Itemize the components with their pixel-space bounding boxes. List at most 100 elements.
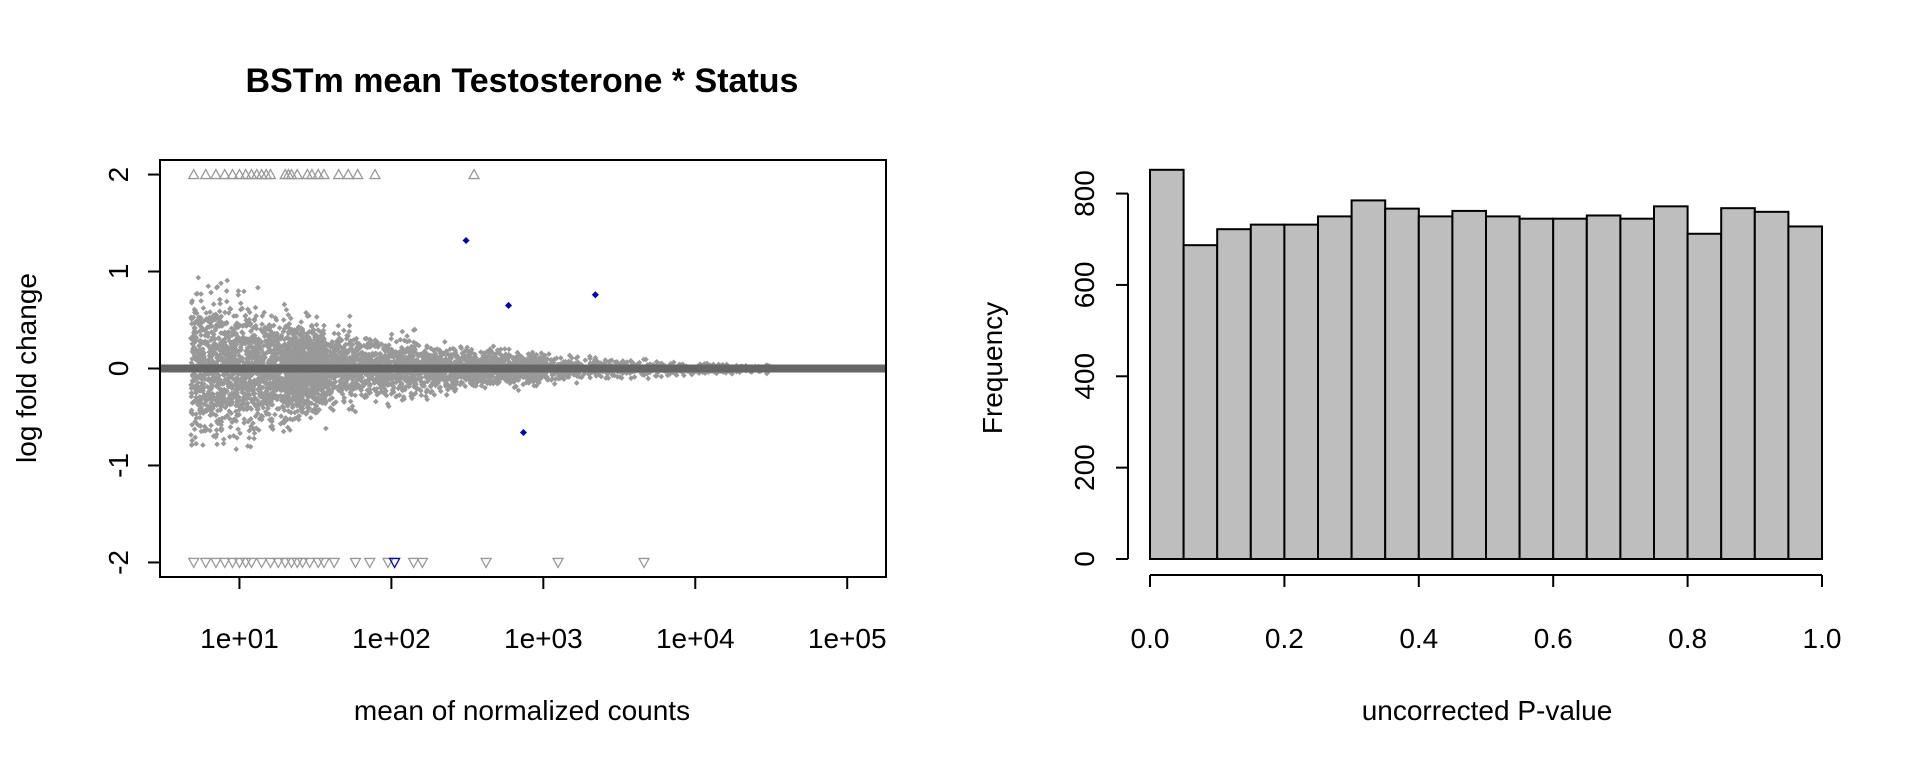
ma-point xyxy=(303,339,310,346)
ma-point xyxy=(495,371,501,378)
ma-point xyxy=(205,283,212,290)
ma-point xyxy=(200,305,207,311)
ma-point xyxy=(363,335,370,342)
ma-point xyxy=(561,376,567,383)
ma-point xyxy=(326,391,333,398)
ma-point xyxy=(242,313,248,319)
ma-point xyxy=(208,382,215,388)
ma-point xyxy=(462,383,469,390)
ma-point xyxy=(224,412,231,419)
ma-point xyxy=(423,389,430,395)
ma-point xyxy=(198,291,204,297)
ma-point xyxy=(288,387,294,394)
ma-point xyxy=(385,358,392,365)
ma-point xyxy=(237,430,243,437)
ma-point xyxy=(216,308,223,315)
ma-point xyxy=(206,352,213,359)
ma-point xyxy=(239,323,246,329)
ma-point xyxy=(267,328,274,334)
ma-point xyxy=(262,390,268,397)
ma-point xyxy=(258,416,265,423)
ma-point xyxy=(313,321,320,328)
ma-point xyxy=(333,352,340,358)
ma-point xyxy=(208,386,215,392)
ma-point xyxy=(412,326,418,333)
ma-point xyxy=(274,394,281,401)
ma-point xyxy=(255,284,261,291)
ma-point xyxy=(244,345,251,351)
ma-point xyxy=(403,357,410,363)
ma-point xyxy=(463,376,470,383)
ma-point xyxy=(294,408,301,414)
ma-point xyxy=(284,424,291,431)
ma-point xyxy=(335,331,342,337)
ma-point xyxy=(529,349,536,356)
ma-point xyxy=(213,431,220,438)
ma-point xyxy=(480,371,486,378)
ma-point xyxy=(233,324,240,330)
ma-point xyxy=(313,332,320,339)
ma-point xyxy=(347,398,354,405)
ma-point xyxy=(193,411,199,417)
ma-point xyxy=(236,348,242,355)
ma-point xyxy=(346,383,353,389)
ma-point xyxy=(190,341,197,347)
ma-point xyxy=(193,440,199,447)
ma-point xyxy=(288,340,295,346)
ma-point xyxy=(587,355,593,362)
ma-point xyxy=(510,354,517,361)
ma-point xyxy=(320,335,327,341)
ma-point xyxy=(296,338,303,345)
ma-point xyxy=(506,346,512,353)
ma-point xyxy=(546,351,552,357)
ma-point xyxy=(286,400,292,406)
ma-point xyxy=(339,391,346,397)
ma-point xyxy=(195,379,202,386)
ma-point xyxy=(230,432,237,439)
ma-point xyxy=(250,339,257,345)
ma-point xyxy=(468,346,475,353)
ma-point xyxy=(349,406,355,413)
ma-point xyxy=(496,379,502,386)
ma-point xyxy=(514,371,521,377)
ma-point xyxy=(468,381,475,388)
ma-points-layer xyxy=(160,168,886,569)
ma-point xyxy=(293,334,300,341)
ma-point xyxy=(346,328,353,335)
ma-point xyxy=(449,351,456,358)
ma-point xyxy=(331,330,338,337)
ma-point xyxy=(285,378,292,385)
ma-point xyxy=(281,301,288,308)
ma-point xyxy=(191,352,198,359)
ma-point xyxy=(414,358,421,364)
ma-point xyxy=(254,379,261,386)
ma-point xyxy=(393,393,399,400)
ma-point xyxy=(464,348,470,354)
ma-point xyxy=(256,385,263,392)
ma-point xyxy=(531,382,537,389)
ma-point xyxy=(409,354,416,361)
ma-point xyxy=(238,397,245,404)
ma-point xyxy=(514,349,521,356)
ma-point xyxy=(273,317,280,323)
ma-point xyxy=(290,382,296,388)
ma-point xyxy=(288,409,294,416)
ma-point xyxy=(255,427,262,433)
ma-point xyxy=(298,379,305,386)
ma-point xyxy=(370,376,376,383)
ma-point xyxy=(188,432,194,438)
ma-point xyxy=(404,333,410,339)
ma-point xyxy=(645,375,652,382)
ma-point xyxy=(248,416,254,422)
ma-point xyxy=(437,388,444,395)
ma-point xyxy=(424,343,430,349)
ma-point xyxy=(272,346,278,353)
ma-point xyxy=(287,327,294,334)
ma-point xyxy=(525,351,532,357)
ma-point xyxy=(608,357,615,364)
ma-point xyxy=(365,340,371,347)
ma-point xyxy=(582,357,589,364)
ma-point xyxy=(216,296,223,303)
ma-point xyxy=(373,356,380,363)
